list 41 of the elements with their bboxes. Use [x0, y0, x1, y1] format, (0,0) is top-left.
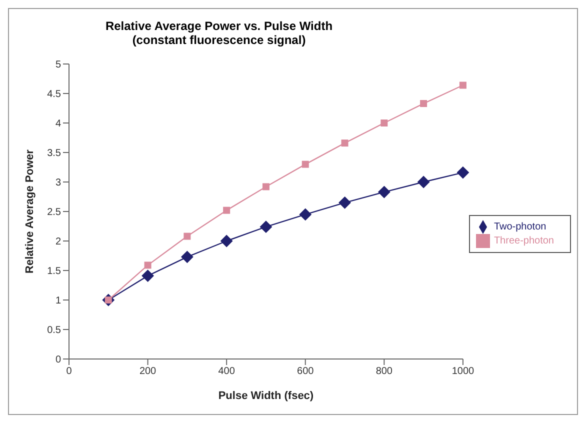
x-tick-label: 1000	[452, 366, 475, 378]
point	[184, 232, 191, 240]
point	[420, 100, 428, 108]
x-axis-title: Pulse Width (fsec)	[218, 390, 314, 402]
legend-label: Two-photon	[494, 222, 546, 233]
point	[220, 235, 233, 247]
point	[456, 166, 469, 179]
y-tick-label: 2	[55, 236, 62, 248]
x-tick-label: 400	[218, 366, 236, 378]
point	[260, 220, 272, 233]
point	[223, 206, 230, 214]
point	[142, 270, 154, 282]
point	[144, 262, 152, 269]
point	[418, 176, 430, 188]
x-tick-label: 600	[297, 366, 314, 378]
y-tick-label: 5	[55, 60, 62, 71]
point	[378, 186, 390, 198]
y-tick-label: 0.5	[47, 325, 62, 336]
y-tick-label: 4	[55, 118, 62, 130]
point	[338, 196, 351, 209]
y-axis-title: Relative Average Power	[24, 148, 36, 274]
chart-title: Relative Average Power vs. Pulse Width	[104, 19, 334, 33]
point	[341, 140, 348, 147]
y-tick-label: 3.5	[47, 148, 62, 160]
point	[302, 160, 309, 168]
y-tick-label: 3	[55, 178, 62, 189]
point	[299, 208, 312, 220]
point	[262, 183, 270, 190]
point	[459, 82, 466, 89]
y-tick-label: 0	[55, 354, 62, 366]
x-tick-label: 200	[139, 366, 157, 378]
legend-label: Three-photon	[494, 236, 554, 247]
x-tick-label: 0	[66, 366, 72, 378]
chart-subtitle: (constant fluorescence signal)	[131, 33, 307, 47]
y-tick-label: 1.5	[47, 266, 62, 278]
x-tick-label: 800	[376, 366, 393, 378]
y-tick-label: 4.5	[47, 89, 62, 100]
y-tick-label: 1	[55, 296, 62, 307]
point	[380, 120, 388, 126]
point	[181, 250, 194, 263]
y-tick-label: 2.5	[47, 207, 62, 218]
